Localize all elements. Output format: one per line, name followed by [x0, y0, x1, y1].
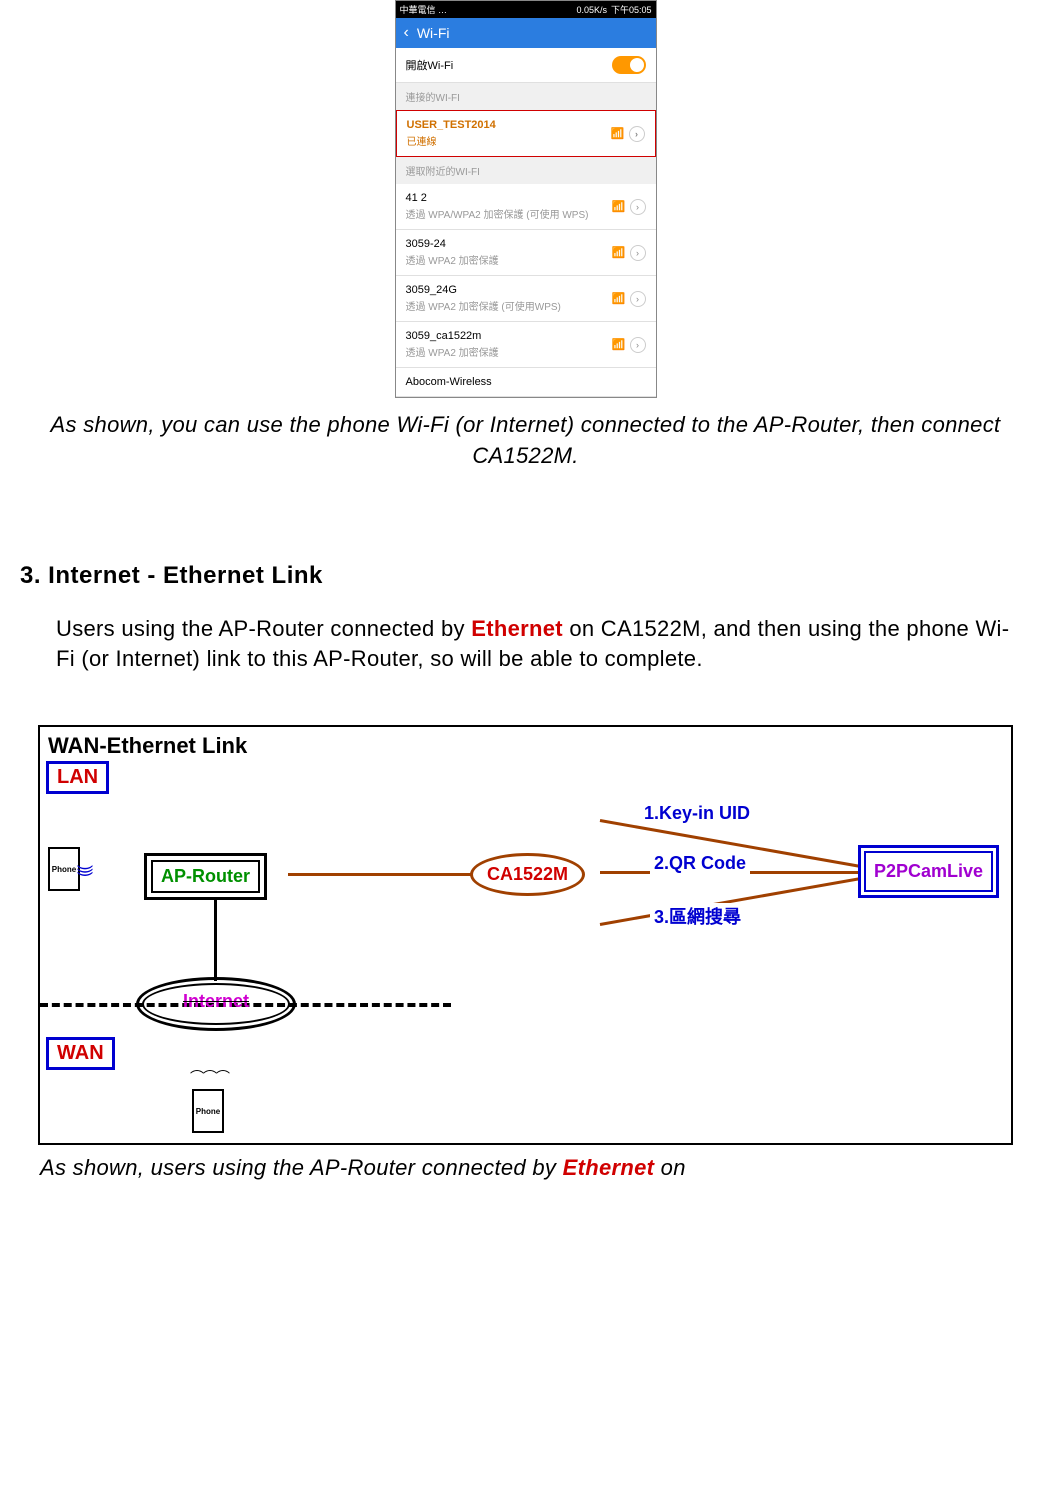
chevron-right-icon[interactable]: › — [630, 291, 646, 307]
network-ssid: 3059_24G — [406, 284, 561, 296]
wifi-signal-icon: 📶 — [611, 127, 625, 140]
chevron-right-icon[interactable]: › — [630, 245, 646, 261]
network-ssid: 41 2 — [406, 192, 589, 204]
section-connected: 連接的WI-FI — [396, 83, 656, 110]
wifi-signal-icon: 📶 — [612, 292, 626, 305]
caption2-pre: As shown, users using the AP-Router conn… — [40, 1155, 563, 1180]
caption-1: As shown, you can use the phone Wi-Fi (o… — [50, 410, 1001, 472]
status-speed: 0.05K/s — [576, 5, 607, 15]
network-row[interactable]: 3059-24 透過 WPA2 加密保護 📶 › — [396, 230, 656, 276]
chevron-right-icon[interactable]: › — [630, 337, 646, 353]
phone-screenshot-wrap: 中華電信 … 0.05K/s 下午05:05 ‹ Wi-Fi 開啟Wi-Fi 連… — [20, 0, 1031, 398]
body-pre: Users using the AP-Router connected by — [56, 616, 471, 641]
p2pcamlive-label: P2PCamLive — [864, 851, 993, 892]
branch-label-2: 2.QR Code — [650, 853, 750, 874]
wan-ethernet-diagram: WAN-Ethernet Link LAN WAN ))) Phone AP-R… — [38, 725, 1013, 1145]
edge-ap-ca — [288, 873, 472, 876]
connected-status: 已連線 — [407, 133, 496, 148]
internet-node: Internet — [136, 977, 296, 1031]
network-detail: 透過 WPA2 加密保護 (可使用WPS) — [406, 298, 561, 313]
wifi-signal-icon: 📶 — [612, 246, 626, 259]
caption2-ethernet: Ethernet — [563, 1155, 655, 1180]
status-time: 下午05:05 — [611, 3, 652, 16]
network-ssid: 3059-24 — [406, 238, 499, 250]
section-heading: 3. Internet - Ethernet Link — [20, 562, 1031, 590]
network-detail: 透過 WPA2 加密保護 — [406, 344, 499, 359]
phone-status-bar: 中華電信 … 0.05K/s 下午05:05 — [396, 1, 656, 18]
phone-screenshot: 中華電信 … 0.05K/s 下午05:05 ‹ Wi-Fi 開啟Wi-Fi 連… — [395, 0, 657, 398]
network-detail: 透過 WPA2 加密保護 — [406, 252, 499, 267]
network-detail: 透過 WPA/WPA2 加密保護 (可使用 WPS) — [406, 206, 589, 221]
edge-ap-internet — [214, 899, 217, 981]
ap-router-label: AP-Router — [151, 860, 260, 893]
diagram-title: WAN-Ethernet Link — [48, 733, 247, 759]
page: 中華電信 … 0.05K/s 下午05:05 ‹ Wi-Fi 開啟Wi-Fi 連… — [0, 0, 1051, 1201]
chevron-right-icon[interactable]: › — [629, 126, 645, 142]
network-row[interactable]: 3059_24G 透過 WPA2 加密保護 (可使用WPS) 📶 › — [396, 276, 656, 322]
network-row[interactable]: 3059_ca1522m 透過 WPA2 加密保護 📶 › — [396, 322, 656, 368]
phone-icon-wan: ⌒⌒⌒ Phone — [190, 1067, 226, 1133]
network-ssid: Abocom-Wireless — [406, 376, 492, 388]
phone-header[interactable]: ‹ Wi-Fi — [396, 18, 656, 48]
back-icon[interactable]: ‹ — [404, 24, 409, 42]
branch-label-3: 3.區網搜尋 — [650, 903, 745, 929]
caption-2: As shown, users using the AP-Router conn… — [40, 1155, 1011, 1181]
network-ssid: 3059_ca1522m — [406, 330, 499, 342]
wifi-toggle-row[interactable]: 開啟Wi-Fi — [396, 48, 656, 83]
ap-router-node: AP-Router — [144, 853, 267, 900]
wifi-toggle-label: 開啟Wi-Fi — [406, 57, 454, 73]
branch-label-1: 1.Key-in UID — [640, 803, 754, 824]
connected-ssid: USER_TEST2014 — [407, 119, 496, 131]
wifi-toggle-switch[interactable] — [612, 56, 646, 74]
phone-header-title: Wi-Fi — [417, 25, 450, 41]
wan-box: WAN — [46, 1037, 115, 1070]
wifi-waves-icon: ⌒⌒⌒ — [190, 1067, 226, 1087]
ca1522m-node: CA1522M — [470, 853, 585, 896]
phone-icon-lan: ))) Phone — [46, 847, 82, 891]
caption2-post: on — [654, 1155, 685, 1180]
connected-network-row[interactable]: USER_TEST2014 已連線 📶 › — [396, 110, 656, 157]
status-carrier: 中華電信 … — [400, 3, 448, 16]
p2pcamlive-node: P2PCamLive — [858, 845, 999, 898]
wifi-signal-icon: 📶 — [612, 200, 626, 213]
phone-label: Phone — [192, 1089, 224, 1133]
wifi-signal-icon: 📶 — [612, 338, 626, 351]
body-paragraph: Users using the AP-Router connected by E… — [56, 614, 1021, 676]
internet-label: Internet — [136, 991, 296, 1012]
network-row[interactable]: 41 2 透過 WPA/WPA2 加密保護 (可使用 WPS) 📶 › — [396, 184, 656, 230]
wifi-waves-icon: ))) — [76, 865, 94, 875]
section-nearby: 選取附近的WI-FI — [396, 157, 656, 184]
network-row[interactable]: Abocom-Wireless — [396, 368, 656, 397]
lan-box: LAN — [46, 761, 109, 794]
chevron-right-icon[interactable]: › — [630, 199, 646, 215]
body-ethernet: Ethernet — [471, 616, 563, 641]
